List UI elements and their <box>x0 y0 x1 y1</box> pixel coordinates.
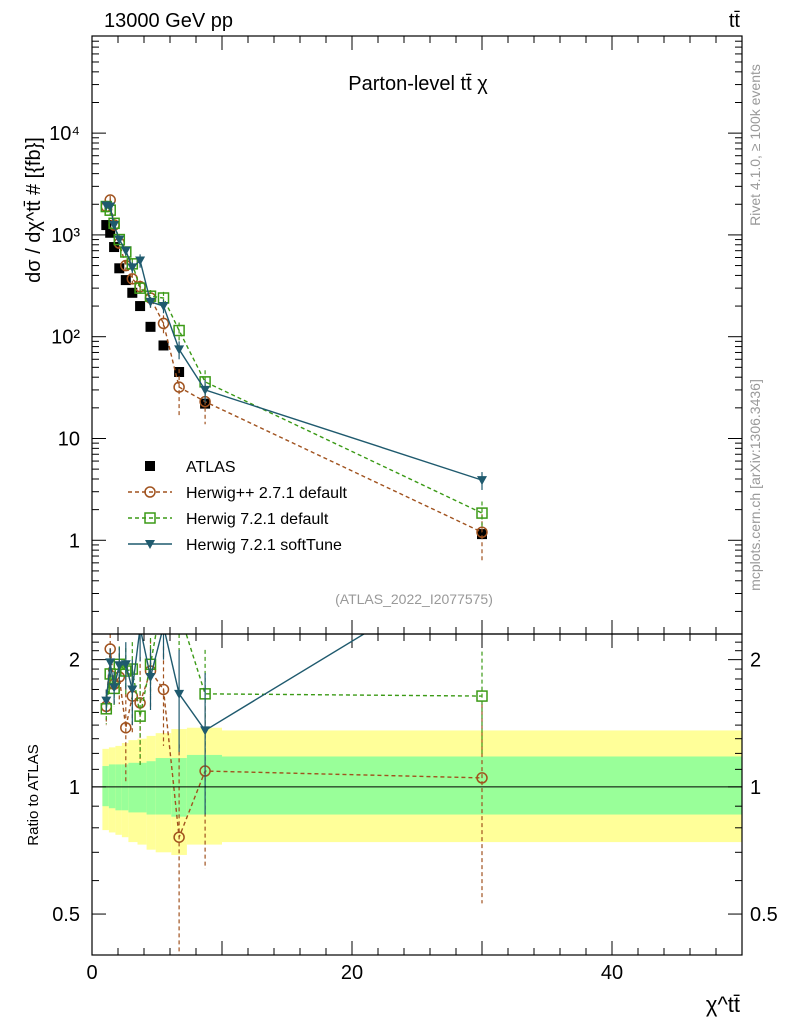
herwig721-softtune-point <box>105 202 116 212</box>
herwigpp-point <box>144 486 156 498</box>
herwigpp-point <box>157 317 170 330</box>
ratio-band-inner <box>108 764 116 809</box>
herwig721-default-point <box>476 507 488 519</box>
legend-item-h721soft: Herwig 7.2.1 softTune <box>128 537 342 554</box>
y-tick-label-ratio-left: 0.5 <box>52 904 80 926</box>
main-axis-ticks: 1 10 10² 10³ 10⁴ <box>49 35 743 634</box>
ratio-line-h721default <box>105 634 483 717</box>
y-tick-label-ratio-right: 2 <box>750 650 761 672</box>
herwigpp-point <box>173 381 185 393</box>
herwig721-softtune-point <box>135 256 146 266</box>
atlas-point <box>477 529 487 540</box>
ratio-band-inner <box>121 764 129 811</box>
herwig721-softtune-point <box>109 683 120 693</box>
energy-label: 13000 GeV pp <box>104 10 233 32</box>
herwig721-softtune-point <box>127 263 138 273</box>
herwigpp-point <box>476 526 488 538</box>
atlas-point <box>127 287 138 298</box>
ratio-band-inner <box>115 764 122 811</box>
process-label: tt̄ <box>729 10 741 32</box>
legend-label: Herwig++ 2.7.1 default <box>186 485 348 502</box>
atlas-point <box>109 242 120 253</box>
atlas-point <box>120 275 131 286</box>
ratio-band-inner <box>186 754 222 815</box>
mcplots-side-label: mcplots.cern.ch [arXiv:1306.3436] <box>747 379 763 591</box>
y-tick-label-ratio-left: 1 <box>69 777 80 799</box>
y-tick-label-ratio-right: 0.5 <box>750 904 778 926</box>
legend-item-herwigpp: Herwig++ 2.7.1 default <box>128 485 348 502</box>
herwig721-softtune-point <box>120 660 131 670</box>
ratio-plot-frame <box>91 633 743 956</box>
herwig721-softtune-point <box>174 345 185 355</box>
herwig721-softtune-point <box>477 476 487 486</box>
ratio-band-inner <box>128 762 138 813</box>
atlas-point <box>105 227 116 238</box>
ratio-series-h721soft <box>101 634 366 815</box>
x-tick-label: 0 <box>86 962 97 984</box>
atlas-point <box>135 301 146 312</box>
x-tick-label: 40 <box>601 962 623 984</box>
ratio-plot-series <box>100 634 488 955</box>
atlas-point <box>145 461 155 471</box>
y-tick-label-main: 10² <box>51 327 80 349</box>
atlas-point <box>101 220 112 231</box>
y-axis-label-main: dσ / dχ^tt̄ # [{fb}] <box>23 137 45 283</box>
y-tick-label-main: 10 <box>58 428 80 450</box>
herwig721-softtune-point <box>158 302 169 312</box>
herwigpp-point <box>120 721 132 734</box>
herwig721-default-point <box>476 690 488 702</box>
x-tick-label: 20 <box>341 962 363 984</box>
main-plot-series <box>100 194 488 563</box>
herwig721-softtune-point <box>109 221 120 231</box>
ratio-band-inner <box>102 766 109 807</box>
herwig721-softtune-point <box>145 297 156 307</box>
y-tick-label-ratio-left: 2 <box>69 650 80 672</box>
ratio-band-inner <box>146 761 156 815</box>
y-tick-label-ratio-right: 1 <box>750 777 761 799</box>
herwig721-default-point <box>144 512 156 524</box>
ratio-line-h721soft <box>105 634 366 732</box>
herwig721-softtune-point <box>200 726 211 736</box>
legend-label: ATLAS <box>186 459 236 476</box>
herwig721-default-point <box>134 282 146 294</box>
herwig721-softtune-point <box>114 235 125 245</box>
y-tick-label-main: 10⁴ <box>49 123 80 145</box>
herwig721-softtune-point <box>145 540 155 549</box>
ratio-band-inner <box>155 758 172 815</box>
y-tick-label-main: 1 <box>69 530 80 552</box>
herwig721-softtune-point <box>105 658 116 668</box>
legend: ATLAS Herwig++ 2.7.1 default Herwig 7.2.1 … <box>128 459 348 554</box>
herwig721-softtune-point <box>120 246 131 256</box>
herwig721-softtune-point <box>174 689 185 699</box>
herwig721-default-point <box>173 324 185 337</box>
herwig721-softtune-point <box>114 661 125 671</box>
herwig721-softtune-point <box>101 696 112 706</box>
legend-item-atlas: ATLAS <box>145 459 236 476</box>
herwigpp-point <box>173 831 185 843</box>
ratio-uncertainty-bands <box>102 727 742 855</box>
legend-label: Herwig 7.2.1 default <box>186 511 329 528</box>
y-axis-label-ratio: Ratio to ATLAS <box>25 744 42 845</box>
herwigpp-point <box>476 772 488 784</box>
analysis-label: (ATLAS_2022_I2077575) <box>335 591 493 607</box>
series-h721soft <box>101 201 487 490</box>
ratio-band-inner <box>137 762 147 813</box>
herwig721-softtune-point <box>145 672 156 682</box>
x-axis-label: χ^tt̄ <box>706 992 740 1017</box>
herwigpp-point <box>157 683 170 696</box>
plot-title: Parton-level tt̄ χ <box>348 73 488 95</box>
atlas-point <box>145 321 156 332</box>
ratio-series-h721default <box>100 634 488 767</box>
atlas-point <box>158 340 169 351</box>
y-tick-label-main: 10³ <box>51 225 80 247</box>
herwig721-softtune-point <box>200 385 211 395</box>
herwig721-default-point <box>134 710 146 722</box>
atlas-point <box>114 263 125 274</box>
legend-item-h721default: Herwig 7.2.1 default <box>128 511 329 528</box>
rivet-side-label: Rivet 4.1.0, ≥ 100k events <box>747 64 763 226</box>
legend-label: Herwig 7.2.1 softTune <box>186 537 342 554</box>
herwig721-softtune-point <box>127 685 138 695</box>
